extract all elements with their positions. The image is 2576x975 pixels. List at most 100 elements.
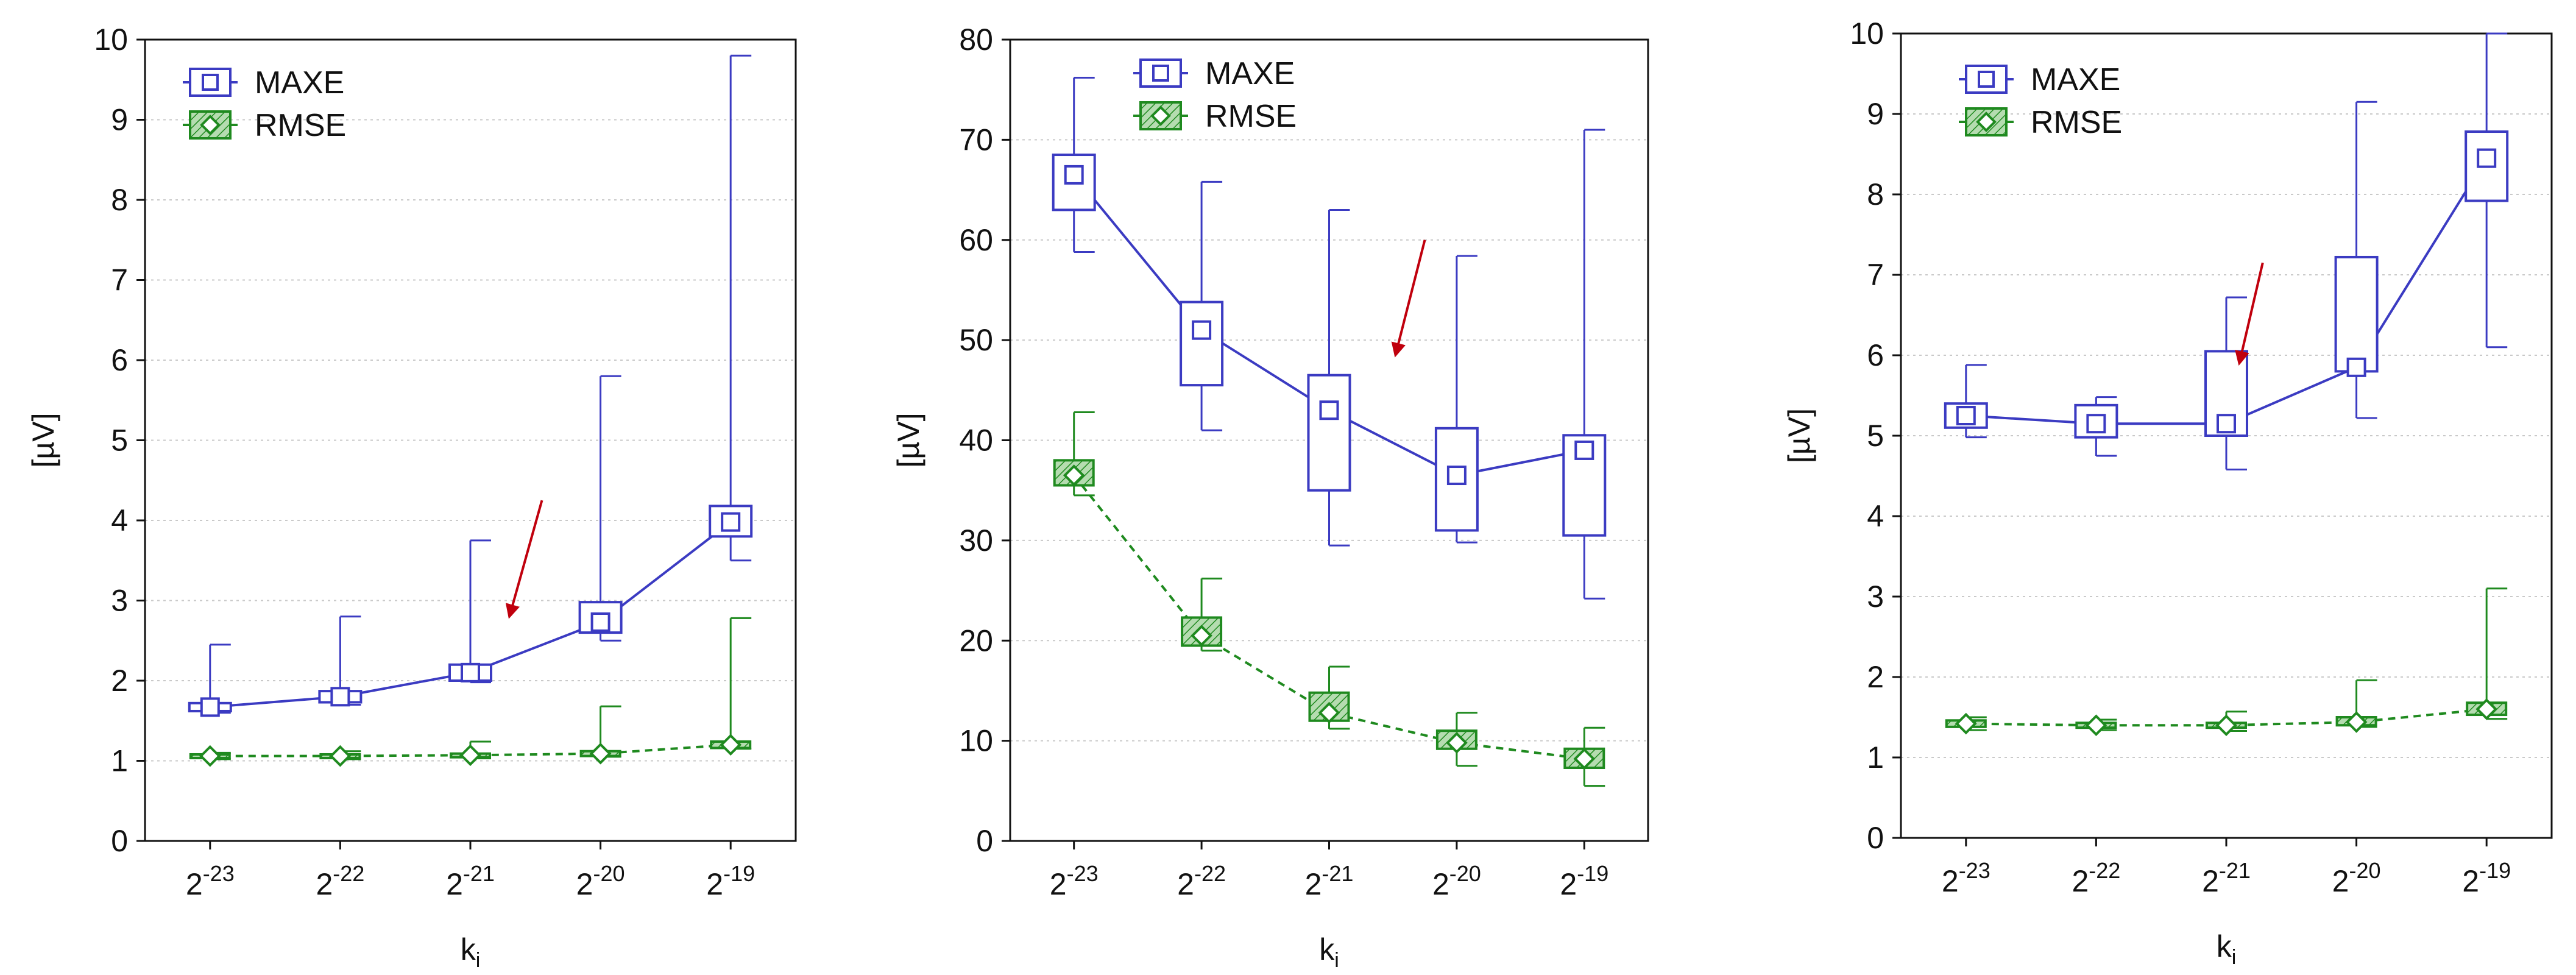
x-tick-base: 2 (1050, 867, 1067, 901)
x-axis-label-main: k (2217, 929, 2232, 963)
y-tick-label: 70 (959, 122, 993, 157)
median-marker-diamond (459, 744, 481, 767)
legend-marker-diamond (200, 115, 221, 135)
y-tick-label: 8 (1867, 177, 1884, 211)
x-tick-label: 2-22 (2072, 858, 2120, 898)
x-tick-label: 2-20 (576, 861, 625, 901)
x-tick-base: 2 (2202, 864, 2219, 898)
x-tick-base: 2 (1560, 867, 1577, 901)
y-tick-label: 5 (1867, 419, 1884, 453)
box-rmse (2075, 714, 2117, 737)
y-tick-label: 60 (959, 223, 993, 257)
box-maxe (1562, 129, 1607, 600)
y-tick-label: 2 (1867, 660, 1884, 694)
y-tick-label: 0 (1867, 821, 1884, 855)
legend-label: MAXE (1205, 56, 1295, 91)
y-tick-label: 30 (959, 523, 993, 558)
y-tick-label: 0 (976, 824, 993, 858)
legend: MAXE RMSE (1959, 62, 2122, 140)
x-tick-base: 2 (576, 867, 593, 901)
x-tick-exponent: -22 (1194, 861, 1226, 886)
box-body (2465, 130, 2509, 202)
box-rmse (1053, 411, 1095, 497)
box-maxe (1944, 364, 1988, 439)
x-tick-exponent: -20 (593, 861, 625, 886)
y-tick-label: 10 (1850, 16, 1884, 51)
y-tick-label: 9 (1867, 97, 1884, 131)
x-tick-label: 2-21 (1305, 861, 1354, 901)
x-axis-label-subscript: i (476, 949, 481, 972)
legend-marker-diamond (1976, 112, 1997, 132)
box-rmse (319, 745, 361, 767)
median-marker-diamond (589, 742, 612, 765)
box-maxe (2465, 32, 2509, 349)
x-tick-exponent: -20 (2349, 858, 2380, 883)
legend-label: RMSE (1205, 99, 1297, 134)
box-maxe (188, 644, 232, 717)
x-tick-exponent: -19 (723, 861, 755, 886)
x-tick-base: 2 (706, 867, 723, 901)
y-axis: 0 10 20 30 40 50 60 70 80 [µV] (891, 23, 1010, 858)
median-marker-diamond (1318, 701, 1340, 724)
legend-label: RMSE (255, 108, 346, 143)
y-tick-label: 4 (1867, 499, 1884, 533)
x-tick-label: 2-20 (2332, 858, 2381, 898)
y-tick-label: 80 (959, 23, 993, 57)
box-body (1307, 374, 1351, 492)
box-rmse (1181, 577, 1223, 652)
box-rmse (2206, 711, 2247, 737)
y-tick-label: 3 (111, 584, 128, 618)
x-tick-exponent: -21 (2219, 858, 2251, 883)
y-tick-label: 6 (111, 343, 128, 377)
legend-label: RMSE (2031, 105, 2122, 140)
series-rmse (1945, 587, 2508, 737)
x-tick-exponent: -19 (1577, 861, 1608, 886)
x-tick-exponent: -22 (2089, 858, 2120, 883)
x-tick-label: 2-19 (2462, 858, 2511, 898)
median-marker-diamond (2475, 698, 2498, 720)
y-tick-label: 2 (111, 664, 128, 698)
median-marker-diamond (1955, 712, 1977, 735)
y-tick-label: 20 (959, 623, 993, 658)
x-tick-base: 2 (1177, 867, 1194, 901)
box-rmse (1563, 726, 1605, 787)
series-maxe (1052, 76, 1607, 600)
x-tick-exponent: -19 (2479, 858, 2511, 883)
x-tick-exponent: -23 (1959, 858, 1990, 883)
legend-marker-diamond (1150, 105, 1171, 126)
x-tick-label: 2-21 (446, 861, 495, 901)
x-axis-label-main: k (1319, 932, 1335, 966)
y-axis-label: [µV] (891, 413, 925, 468)
x-tick-base: 2 (446, 867, 463, 901)
median-marker-diamond (720, 734, 742, 756)
y-tick-label: 7 (1867, 258, 1884, 292)
box-maxe (709, 54, 753, 562)
x-tick-base: 2 (2072, 864, 2089, 898)
y-tick-label: 10 (94, 23, 128, 57)
median-marker-diamond (1573, 748, 1596, 770)
x-tick-label: 2-20 (1432, 861, 1481, 901)
x-axis-label-subscript: i (2232, 946, 2237, 969)
y-axis-label: [µV] (26, 413, 60, 468)
y-tick-label: 5 (111, 424, 128, 458)
median-marker-diamond (2345, 711, 2368, 733)
y-tick-label: 7 (111, 263, 128, 297)
box-maxe (2074, 396, 2118, 457)
median-marker-square (2346, 357, 2366, 377)
x-tick-label: 2-21 (2202, 858, 2251, 898)
median-marker-diamond (1446, 732, 1468, 754)
median-marker-square (1574, 440, 1594, 460)
y-tick-label: 3 (1867, 580, 1884, 614)
x-axis-label-subscript: i (1334, 949, 1339, 972)
y-tick-label: 10 (959, 724, 993, 758)
x-tick-base: 2 (1942, 864, 1959, 898)
box-body (1180, 300, 1224, 387)
median-marker-square (461, 662, 480, 682)
y-tick-label: 6 (1867, 338, 1884, 372)
x-tick-label: 2-23 (186, 861, 235, 901)
y-axis: 0 1 2 3 4 5 6 7 8 9 10 [µV] (1782, 16, 1901, 855)
box-rmse (2466, 587, 2508, 720)
